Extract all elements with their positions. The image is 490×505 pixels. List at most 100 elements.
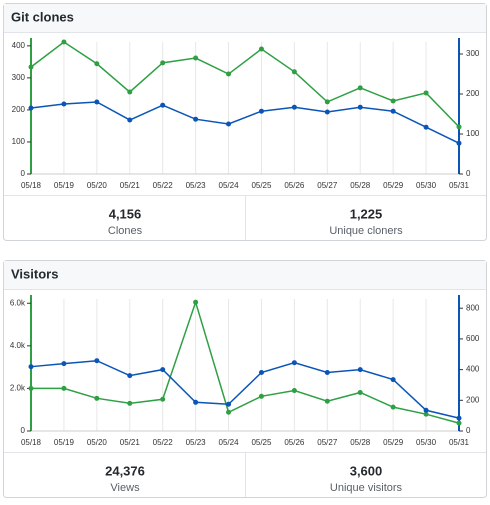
x-tick-label: 05/30 <box>416 438 437 447</box>
panel-title: Visitors <box>11 266 58 281</box>
data-point <box>291 388 297 394</box>
total-label: Unique visitors <box>330 482 403 494</box>
data-point <box>193 299 199 305</box>
data-point <box>423 407 429 413</box>
x-tick-label: 05/23 <box>186 438 207 447</box>
data-point <box>258 46 264 52</box>
y-tick-label: 4.0k <box>10 341 26 350</box>
total-value: 4,156 <box>109 206 142 221</box>
y-tick-label: 0 <box>21 426 26 435</box>
y2-tick-label: 800 <box>466 303 480 312</box>
series-line <box>30 359 460 419</box>
total-label: Views <box>110 482 140 494</box>
data-point <box>390 108 396 114</box>
x-tick-label: 05/31 <box>449 181 470 190</box>
data-point <box>28 385 34 391</box>
x-tick-label: 05/26 <box>284 438 305 447</box>
y2-tick-label: 0 <box>466 426 471 435</box>
total-value: 1,225 <box>350 206 383 221</box>
panel-header <box>4 4 486 32</box>
series-line <box>30 101 460 144</box>
data-point <box>226 121 232 127</box>
y-tick-label: 100 <box>12 137 26 146</box>
x-tick-label: 05/28 <box>350 438 371 447</box>
data-point <box>357 85 363 91</box>
data-point <box>357 104 363 110</box>
x-tick-label: 05/27 <box>317 438 338 447</box>
data-point <box>28 105 34 111</box>
total-value: 3,600 <box>350 463 383 478</box>
data-point <box>456 420 462 426</box>
x-tick-label: 05/18 <box>21 181 42 190</box>
x-tick-label: 05/21 <box>120 438 141 447</box>
data-point <box>324 109 330 115</box>
data-point <box>357 367 363 373</box>
data-point <box>291 69 297 75</box>
data-point <box>324 370 330 376</box>
data-point <box>456 140 462 146</box>
x-tick-label: 05/30 <box>416 181 437 190</box>
y-tick-label: 200 <box>12 105 26 114</box>
data-point <box>193 116 199 122</box>
y2-tick-label: 200 <box>466 395 480 404</box>
x-tick-label: 05/25 <box>251 438 272 447</box>
data-point <box>324 99 330 105</box>
data-point <box>324 398 330 404</box>
data-point <box>61 101 67 107</box>
data-point <box>423 411 429 417</box>
y2-tick-label: 600 <box>466 334 480 343</box>
data-point <box>423 90 429 96</box>
x-tick-label: 05/28 <box>350 181 371 190</box>
x-tick-label: 05/19 <box>54 181 75 190</box>
data-point <box>28 64 34 70</box>
data-point <box>226 71 232 77</box>
panel-title: Git clones <box>11 9 74 24</box>
series-line <box>31 299 460 424</box>
data-point <box>390 404 396 410</box>
x-tick-label: 05/27 <box>317 181 338 190</box>
total-value: 24,376 <box>105 463 145 478</box>
data-point <box>127 400 133 406</box>
x-tick-label: 05/24 <box>219 181 240 190</box>
data-point <box>291 360 297 366</box>
data-point <box>423 124 429 130</box>
data-point <box>127 373 133 379</box>
data-point <box>193 399 199 405</box>
x-tick-label: 05/23 <box>186 181 207 190</box>
data-point <box>127 89 133 95</box>
data-point <box>291 104 297 110</box>
x-tick-label: 05/21 <box>120 181 141 190</box>
data-point <box>127 117 133 123</box>
y2-tick-label: 300 <box>466 49 480 58</box>
data-point <box>61 39 67 45</box>
x-tick-label: 05/18 <box>21 438 42 447</box>
x-tick-label: 05/29 <box>383 181 404 190</box>
data-point <box>94 61 100 67</box>
data-point <box>226 401 232 407</box>
x-tick-label: 05/22 <box>153 438 174 447</box>
data-point <box>258 108 264 114</box>
data-point <box>160 102 166 108</box>
data-point <box>94 395 100 401</box>
data-point <box>456 415 462 421</box>
data-point <box>390 98 396 104</box>
data-point <box>258 370 264 376</box>
panel <box>3 3 487 241</box>
data-point <box>160 396 166 402</box>
series-line <box>30 41 460 128</box>
total-label: Clones <box>108 225 143 237</box>
y-tick-label: 300 <box>12 73 26 82</box>
x-tick-label: 05/19 <box>54 438 75 447</box>
y-tick-label: 0 <box>21 169 26 178</box>
data-point <box>226 409 232 415</box>
data-point <box>94 99 100 105</box>
panel-header <box>4 261 486 289</box>
data-point <box>193 55 199 61</box>
x-tick-label: 05/25 <box>251 181 272 190</box>
data-point <box>456 124 462 130</box>
x-tick-label: 05/24 <box>219 438 240 447</box>
x-tick-label: 05/20 <box>87 438 108 447</box>
y-tick-label: 6.0k <box>10 298 26 307</box>
